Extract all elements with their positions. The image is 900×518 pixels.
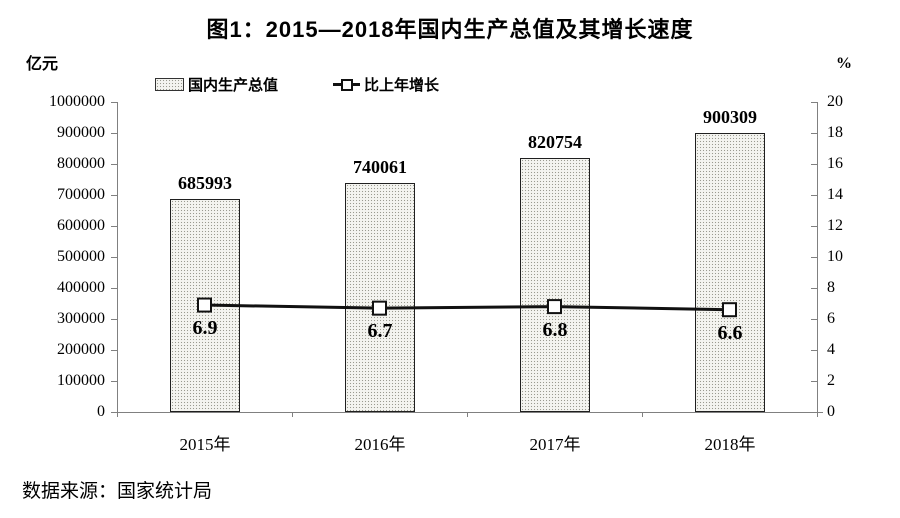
right-axis-tick-label: 2: [827, 372, 835, 389]
right-axis-tick: [811, 164, 817, 165]
y-axis-tick-label: 100000: [57, 372, 105, 389]
right-axis-tick-label: 16: [827, 155, 843, 172]
right-axis-tick: [811, 381, 817, 382]
right-axis-line: [817, 102, 818, 412]
right-axis-tick: [811, 319, 817, 320]
data-source: 数据来源：国家统计局: [22, 481, 213, 502]
y-axis-tick-label: 200000: [57, 341, 105, 358]
x-axis-tick: [117, 412, 118, 417]
left-axis-tick: [111, 226, 117, 227]
y-axis-tick-label: 500000: [57, 248, 105, 265]
x-axis-category-label: 2017年: [529, 435, 581, 454]
legend-label-gdp: 国内生产总值: [188, 76, 279, 94]
y-axis-tick-label: 300000: [57, 310, 105, 327]
right-axis-tick: [811, 288, 817, 289]
growth-value-label: 6.9: [192, 317, 218, 339]
x-axis-tick: [642, 412, 643, 417]
growth-value-label: 6.7: [367, 320, 393, 342]
left-axis-tick: [111, 412, 117, 413]
right-axis-tick-label: 18: [827, 124, 843, 141]
right-axis-tick: [811, 102, 817, 103]
right-axis-tick: [811, 350, 817, 351]
left-axis-tick: [111, 195, 117, 196]
left-axis-tick: [111, 319, 117, 320]
left-axis-tick: [111, 288, 117, 289]
x-axis-tick: [292, 412, 293, 417]
x-axis-category-label: 2018年: [704, 435, 756, 454]
left-axis-tick: [111, 381, 117, 382]
right-axis-tick-label: 10: [827, 248, 843, 265]
right-axis-tick: [811, 226, 817, 227]
x-axis-category-label: 2015年: [179, 435, 231, 454]
y-axis-tick-label: 0: [97, 403, 105, 420]
right-axis-tick-label: 4: [827, 341, 835, 358]
gdp-bar: [345, 183, 415, 412]
y-axis-tick-label: 800000: [57, 155, 105, 172]
right-axis-tick-label: 14: [827, 186, 843, 203]
left-axis-unit: 亿元: [26, 56, 59, 73]
bar-swatch-icon: [155, 77, 184, 91]
right-axis-tick-label: 20: [827, 93, 843, 110]
growth-line: [204, 303, 730, 312]
y-axis-tick-label: 700000: [57, 186, 105, 203]
x-axis-tick: [467, 412, 468, 417]
right-axis-tick: [811, 257, 817, 258]
growth-value-label: 6.6: [717, 322, 743, 344]
right-axis-tick: [811, 412, 817, 413]
marker-square-icon: [341, 78, 353, 91]
y-axis-tick-label: 900000: [57, 124, 105, 141]
left-axis-tick: [111, 350, 117, 351]
right-axis-tick-label: 0: [827, 403, 835, 420]
right-axis-tick: [811, 195, 817, 196]
bar-value-label: 685993: [178, 173, 232, 193]
bar-value-label: 740061: [353, 157, 407, 177]
legend-label-growth: 比上年增长: [364, 76, 440, 94]
line-swatch-icon: [333, 78, 360, 91]
gdp-bar: [520, 158, 590, 412]
bar-value-label: 820754: [528, 132, 582, 152]
bar-value-label: 900309: [703, 107, 757, 127]
right-axis-tick-label: 8: [827, 279, 835, 296]
right-axis-tick-label: 12: [827, 217, 843, 234]
x-axis-category-label: 2016年: [354, 435, 406, 454]
legend: 国内生产总值 比上年增长: [0, 74, 900, 96]
left-axis-tick: [111, 257, 117, 258]
left-axis-tick: [111, 102, 117, 103]
y-axis-tick-label: 400000: [57, 279, 105, 296]
growth-value-label: 6.8: [542, 319, 568, 341]
x-axis-tick: [817, 412, 818, 417]
left-axis-tick: [111, 164, 117, 165]
left-axis-tick: [111, 133, 117, 134]
y-axis-tick-label: 1000000: [49, 93, 105, 110]
left-axis-line: [117, 102, 118, 412]
y-axis-tick-label: 600000: [57, 217, 105, 234]
right-axis-tick: [811, 133, 817, 134]
gdp-bar: [695, 133, 765, 412]
chart-title: 图1：2015—2018年国内生产总值及其增长速度: [206, 17, 694, 42]
legend-item-gdp: 国内生产总值: [155, 74, 278, 94]
gdp-bar: [170, 199, 240, 412]
legend-item-growth: 比上年增长: [333, 74, 439, 94]
right-axis-tick-label: 6: [827, 310, 835, 327]
right-axis-unit: %: [836, 55, 852, 72]
